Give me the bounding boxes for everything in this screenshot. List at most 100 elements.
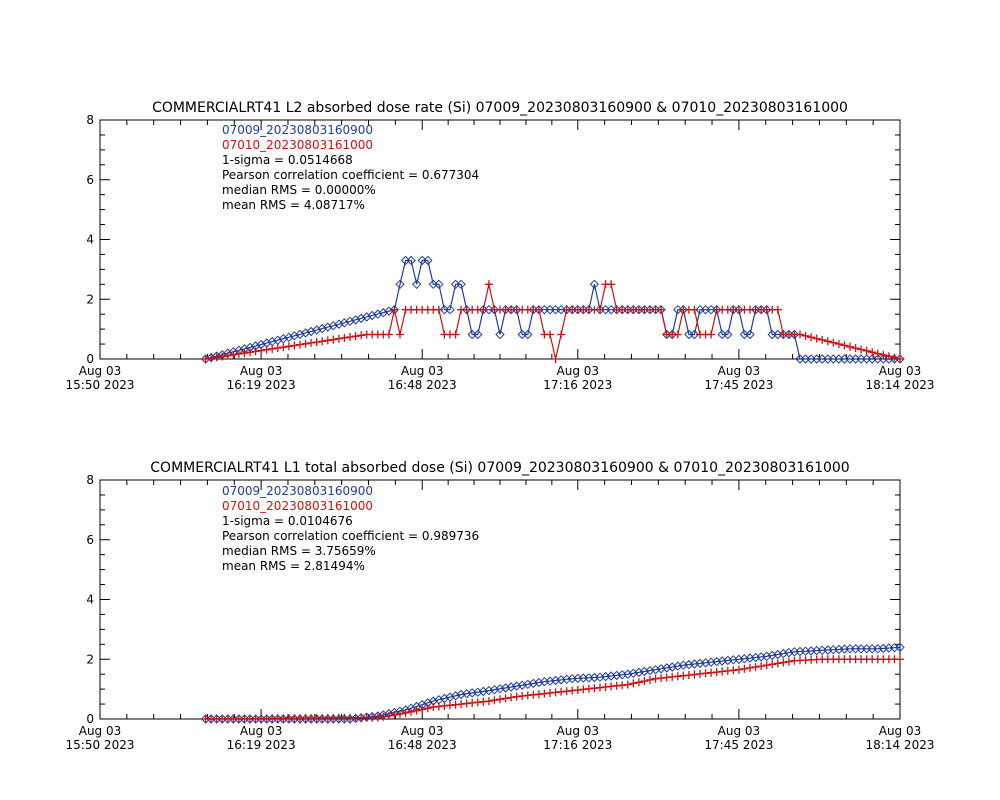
data-point-plus xyxy=(707,330,716,339)
data-point-plus xyxy=(862,346,871,355)
data-point-plus xyxy=(868,348,877,357)
x-tick-label-date: Aug 03 xyxy=(718,364,761,378)
data-point-diamond xyxy=(534,677,544,688)
data-point-diamond xyxy=(323,322,333,332)
data-point-plus xyxy=(773,305,782,314)
data-point-plus xyxy=(884,352,893,361)
data-point-diamond xyxy=(278,333,289,344)
data-point-diamond xyxy=(723,329,733,340)
x-tick-label-time: 16:48 2023 xyxy=(388,378,457,392)
data-point-diamond xyxy=(745,329,755,340)
data-point-plus xyxy=(401,709,410,717)
data-point-plus xyxy=(657,305,666,314)
data-point-plus xyxy=(296,340,304,349)
data-point-plus xyxy=(768,660,777,669)
data-point-diamond xyxy=(311,325,322,335)
data-point-plus xyxy=(396,709,404,718)
series-a xyxy=(200,642,905,724)
data-point-plus xyxy=(857,345,866,354)
data-point-plus xyxy=(496,695,504,704)
x-tick-label-date: Aug 03 xyxy=(718,724,761,738)
data-point-plus xyxy=(279,343,288,352)
stats-annotation: 1-sigma = 0.0104676 xyxy=(222,514,353,528)
data-point-diamond xyxy=(423,255,433,266)
data-point-plus xyxy=(396,330,404,339)
stats-annotation: mean RMS = 4.08717% xyxy=(222,198,365,212)
data-point-diamond xyxy=(367,310,377,321)
data-point-plus xyxy=(201,355,210,363)
data-point-diamond xyxy=(328,320,339,331)
data-point-diamond xyxy=(523,679,533,690)
data-point-plus xyxy=(890,353,899,362)
data-point-diamond xyxy=(445,304,455,315)
data-point-plus xyxy=(896,355,904,363)
legend-entry: 07009_20230803160900 xyxy=(222,484,373,498)
data-point-plus xyxy=(501,694,510,703)
data-point-plus xyxy=(451,330,460,339)
data-point-diamond xyxy=(895,642,905,653)
stats-annotation: median RMS = 3.75659% xyxy=(222,544,376,558)
data-point-plus xyxy=(801,331,810,340)
series-line xyxy=(205,259,900,360)
x-tick-label-time: 17:16 2023 xyxy=(543,378,612,392)
data-point-plus xyxy=(640,677,649,686)
data-point-diamond xyxy=(484,685,494,696)
data-point-plus xyxy=(551,355,560,363)
data-point-plus xyxy=(379,712,388,721)
data-point-plus xyxy=(646,675,654,684)
data-point-diamond xyxy=(356,313,366,324)
data-point-plus xyxy=(846,342,854,351)
data-point-plus xyxy=(534,305,543,314)
data-point-diamond xyxy=(306,326,316,337)
data-point-plus xyxy=(357,331,366,340)
data-point-diamond xyxy=(673,661,683,671)
data-point-diamond xyxy=(523,329,533,340)
data-point-plus xyxy=(834,340,843,348)
data-point-plus xyxy=(240,349,249,358)
y-tick-label: 0 xyxy=(86,712,94,726)
data-point-plus xyxy=(207,354,216,363)
stats-annotation: median RMS = 0.00000% xyxy=(222,183,376,197)
data-point-diamond xyxy=(689,329,700,340)
data-point-plus xyxy=(690,305,699,314)
series-b xyxy=(201,280,904,363)
data-point-plus xyxy=(373,713,382,722)
data-point-plus xyxy=(273,344,282,352)
y-tick-label: 8 xyxy=(86,113,94,127)
data-point-plus xyxy=(262,345,271,354)
data-point-plus xyxy=(823,337,832,346)
data-point-plus xyxy=(829,338,838,347)
data-point-plus xyxy=(246,348,254,357)
y-tick-label: 4 xyxy=(86,593,94,607)
x-tick-label-time: 15:50 2023 xyxy=(66,738,135,752)
data-point-plus xyxy=(896,655,904,664)
x-tick-label-time: 17:45 2023 xyxy=(704,738,773,752)
legend-entry: 07010_20230803161000 xyxy=(222,499,373,513)
series-line xyxy=(205,646,901,720)
data-point-plus xyxy=(484,280,493,289)
stats-annotation: Pearson correlation coefficient = 0.6773… xyxy=(222,168,479,182)
legend-entry: 07009_20230803160900 xyxy=(222,123,373,137)
y-tick-label: 4 xyxy=(86,233,94,247)
y-tick-label: 6 xyxy=(86,533,94,547)
data-point-diamond xyxy=(623,669,633,679)
data-point-plus xyxy=(873,349,882,358)
data-point-plus xyxy=(423,704,432,713)
data-point-plus xyxy=(629,679,638,688)
data-point-diamond xyxy=(289,331,300,341)
data-point-plus xyxy=(762,661,771,670)
data-point-diamond xyxy=(511,681,522,691)
data-point-plus xyxy=(740,664,749,673)
data-point-plus xyxy=(634,678,643,687)
y-tick-label: 2 xyxy=(86,652,94,666)
data-point-plus xyxy=(351,332,360,341)
chart-title: COMMERCIALRT41 L1 total absorbed dose (S… xyxy=(150,460,849,476)
data-point-diamond xyxy=(445,692,455,702)
x-tick-label-time: 16:19 2023 xyxy=(227,378,296,392)
data-point-diamond xyxy=(334,319,344,329)
data-point-plus xyxy=(301,339,310,348)
data-point-plus xyxy=(390,710,399,719)
data-point-plus xyxy=(329,335,338,344)
data-point-diamond xyxy=(345,316,355,327)
